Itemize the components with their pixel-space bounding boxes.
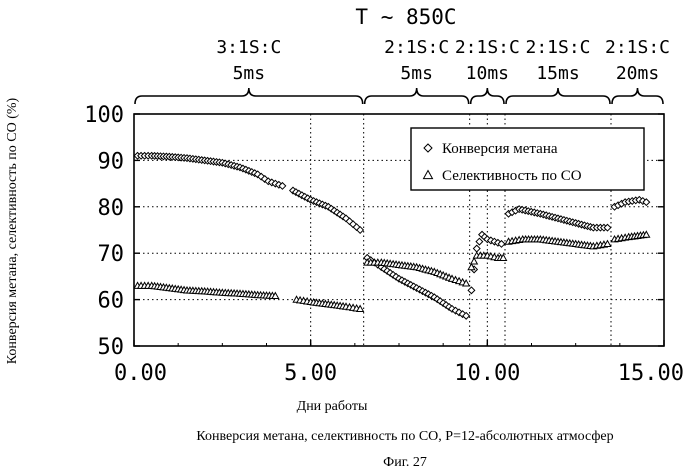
y-tick-label: 50: [98, 335, 125, 360]
methane-conversion-point: [462, 311, 471, 320]
x-tick-label: 5.00: [284, 361, 337, 386]
x-axis-label: Дни работы: [297, 399, 368, 414]
co-selectivity-point: [642, 230, 651, 238]
co-selectivity-point: [469, 256, 479, 265]
methane-conversion-point: [455, 308, 464, 317]
y-tick-label: 80: [98, 196, 125, 221]
methane-conversion-point: [472, 244, 481, 253]
period-ratio-label: 2:1S:C: [525, 37, 590, 58]
co-selectivity-point: [271, 291, 280, 300]
y-tick-label: 60: [98, 289, 125, 314]
period-brace: [134, 87, 364, 105]
period-ratio-label: 2:1S:C: [605, 37, 670, 58]
chart-caption: Конверсия метана, селективность по CO, P…: [196, 429, 613, 444]
methane-conversion-point: [253, 170, 262, 179]
chart-title: T ~ 850C: [355, 5, 456, 29]
co-selectivity-point: [461, 279, 471, 287]
y-tick-label: 100: [84, 103, 124, 128]
legend: Конверсия метана Селективность по CO: [410, 127, 645, 191]
co-selectivity-point: [467, 262, 476, 271]
methane-conversion-point: [497, 239, 506, 248]
axes: 50 60 70 80 90 100 0.00 5.00 10.00 15.00: [84, 103, 684, 386]
period-ratio-label: 2:1S:C: [455, 37, 520, 58]
legend-box: [410, 127, 645, 191]
y-axis-label: Конверсия метана, селективность по CO (%…: [5, 97, 20, 364]
methane-conversion-point: [467, 286, 476, 295]
period-brace: [363, 87, 470, 105]
period-ratio-label: 3:1S:C: [216, 37, 281, 58]
period-time-label: 10ms: [466, 63, 509, 84]
period-brace: [505, 87, 611, 105]
period-brace: [611, 87, 664, 105]
methane-conversion-point: [356, 225, 365, 235]
co-selectivity-point: [499, 253, 508, 261]
legend-label-selectivity: Селективность по CO: [442, 168, 582, 184]
period-time-label: 5ms: [400, 63, 433, 84]
period-time-label: 20ms: [616, 63, 659, 84]
legend-marker-diamond: [423, 143, 433, 153]
legend-label-conversion: Конверсия метана: [442, 141, 558, 157]
methane-conversion-point: [278, 181, 287, 190]
y-tick-label: 90: [98, 149, 125, 174]
period-brace: [469, 87, 505, 105]
y-tick-label: 70: [98, 242, 125, 267]
methane-conversion-point: [642, 198, 651, 207]
period-time-label: 15ms: [536, 63, 579, 84]
data-points: [133, 151, 651, 320]
co-selectivity-point: [603, 239, 612, 248]
period-ratio-label: 2:1S:C: [384, 37, 449, 58]
period-time-label: 5ms: [233, 63, 266, 84]
figure-label: Фиг. 27: [383, 455, 427, 470]
legend-marker-triangle: [422, 169, 434, 180]
methane-conversion-point: [603, 223, 612, 232]
x-tick-label: 10.00: [454, 361, 520, 386]
x-tick-label: 0.00: [114, 361, 167, 386]
co-selectivity-point: [355, 304, 365, 313]
x-tick-label: 15.00: [618, 361, 684, 386]
methane-conversion-point: [475, 237, 484, 246]
period-braces: 3:1S:C 5ms 2:1S:C 5ms 2:1S:C 10ms 2:1S:C 15ms 2:…: [134, 37, 670, 105]
